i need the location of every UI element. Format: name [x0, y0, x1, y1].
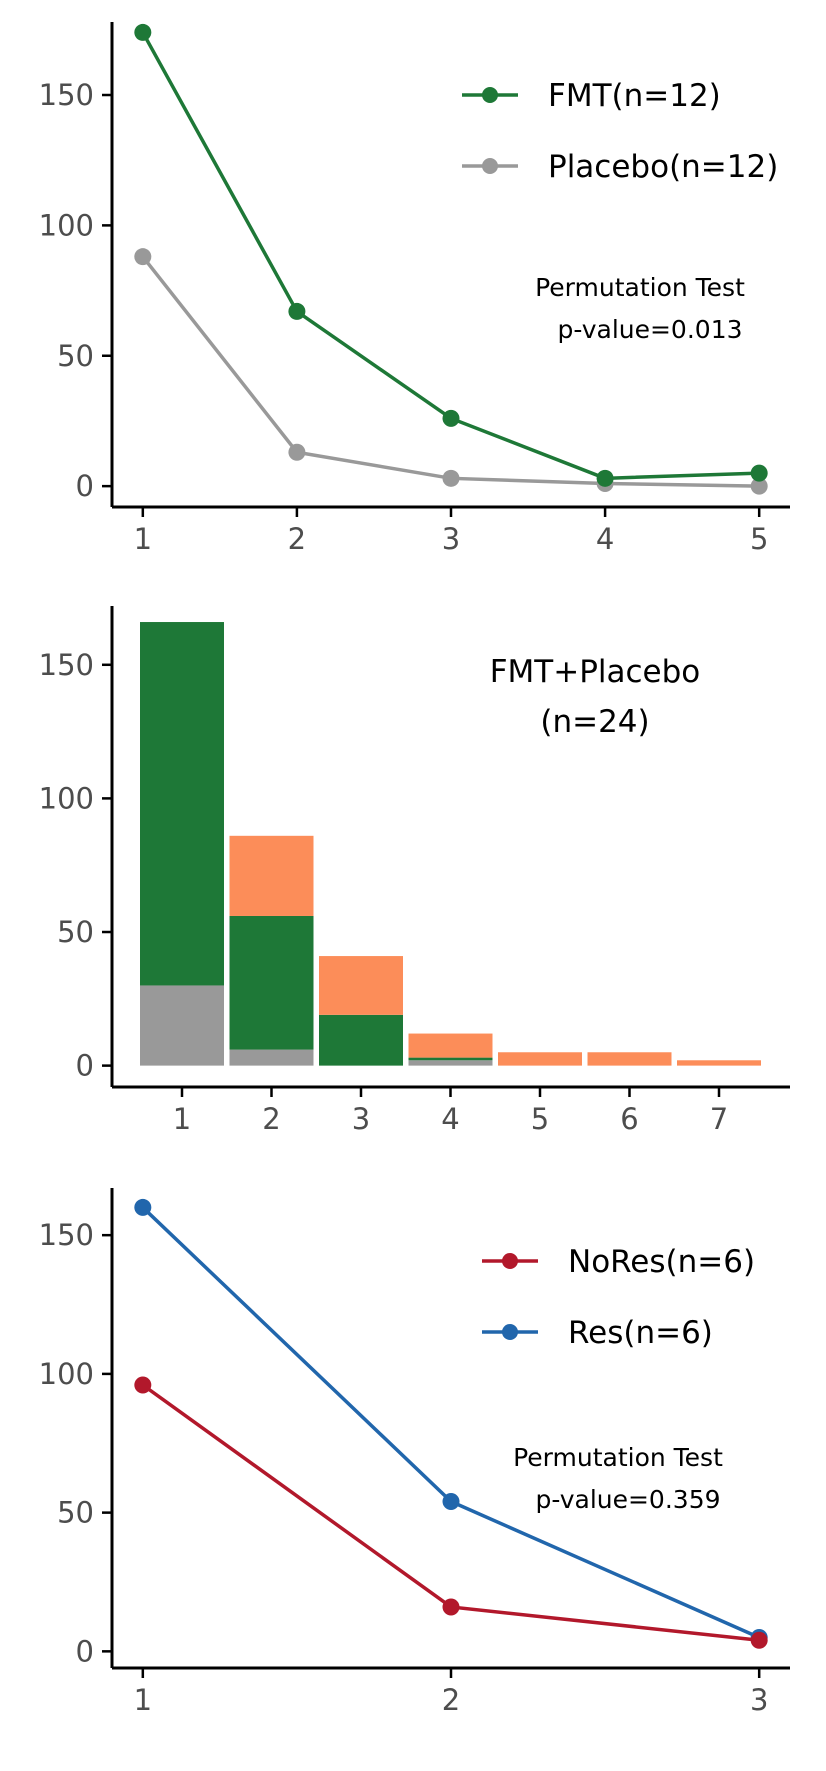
panel-1-marks	[134, 23, 768, 495]
legend-item-placebo: Placebo(n=12)	[462, 149, 778, 185]
y-tick-label: 150	[39, 1218, 94, 1252]
bar-segment-extra	[319, 956, 403, 1015]
panel-2-title-line-1: FMT+Placebo	[490, 654, 701, 690]
legend-key-point-nores	[502, 1253, 518, 1269]
data-point-fmt	[442, 409, 460, 427]
legend-key-point-placebo	[482, 158, 498, 174]
x-tick-label: 4	[596, 522, 614, 556]
panel-combined-bars: 0 50 100 150 1 2 3 4 5 6 7 FMT+Placebo (n=24)	[39, 606, 790, 1136]
annotation-test-name-3: Permutation Test	[513, 1443, 723, 1472]
y-tick-label: 0	[76, 1049, 94, 1083]
bar-segment-placebo	[140, 985, 224, 1066]
data-point-placebo	[442, 469, 460, 487]
y-tick-label: 150	[39, 78, 94, 112]
annotation-test-name: Permutation Test	[535, 273, 745, 302]
panel-fmt-vs-placebo: 0 50 100 150 1 2 3 4 5 FMT(n=12) Placebo(n=12) P…	[39, 22, 790, 556]
x-tick-label: 7	[710, 1102, 728, 1136]
panel-1-legend: FMT(n=12) Placebo(n=12)	[462, 78, 778, 185]
legend-key-point-res	[502, 1324, 518, 1340]
legend-item-nores: NoRes(n=6)	[482, 1244, 755, 1280]
y-tick-label: 100	[39, 1357, 94, 1391]
panel-2-title-line-2: (n=24)	[540, 704, 649, 740]
data-point-placebo	[134, 248, 152, 266]
panel-2-marks	[140, 622, 761, 1066]
bar-segment-extra	[408, 1033, 493, 1058]
bar-segment-fmt	[408, 1057, 493, 1061]
y-tick-label: 50	[57, 915, 94, 949]
bar-segment-fmt	[229, 915, 314, 1050]
data-point-placebo	[288, 443, 306, 461]
bar-segment-fmt	[319, 1014, 403, 1066]
x-tick-label: 2	[288, 522, 306, 556]
y-tick-label: 50	[57, 1496, 94, 1530]
data-point-nores	[442, 1598, 460, 1616]
panel-2-annotation: FMT+Placebo (n=24)	[490, 654, 701, 740]
x-tick-label: 1	[134, 1683, 152, 1717]
legend-label-placebo: Placebo(n=12)	[548, 149, 778, 185]
x-tick-label: 4	[441, 1102, 459, 1136]
x-tick-label: 3	[442, 522, 460, 556]
legend-key-point-fmt	[482, 87, 498, 103]
x-tick-label: 5	[750, 522, 768, 556]
x-tick-label: 3	[352, 1102, 370, 1136]
data-point-res	[442, 1493, 460, 1511]
bar-segment-extra	[587, 1052, 672, 1066]
y-tick-label: 150	[39, 648, 94, 682]
data-point-res	[134, 1198, 152, 1216]
legend-item-res: Res(n=6)	[482, 1315, 713, 1351]
x-tick-label: 6	[620, 1102, 638, 1136]
annotation-p-value: p-value=0.013	[557, 315, 742, 344]
data-point-fmt	[596, 469, 614, 487]
data-point-fmt	[134, 23, 152, 41]
bar-segment-placebo	[229, 1049, 314, 1066]
y-tick-label: 0	[76, 1634, 94, 1668]
x-tick-label: 1	[134, 522, 152, 556]
annotation-p-value-3: p-value=0.359	[535, 1485, 720, 1514]
legend-label-res: Res(n=6)	[568, 1315, 713, 1351]
y-tick-label: 0	[76, 469, 94, 503]
bar-segment-extra	[677, 1060, 761, 1066]
x-tick-label: 3	[750, 1683, 768, 1717]
data-point-nores	[750, 1631, 768, 1649]
x-tick-label: 1	[173, 1102, 191, 1136]
panel-1-axes: 0 50 100 150 1 2 3 4 5	[39, 22, 790, 556]
x-tick-label: 5	[531, 1102, 549, 1136]
x-tick-label: 2	[262, 1102, 280, 1136]
panel-3-marks	[134, 1198, 768, 1649]
bar-segment-fmt	[140, 622, 224, 986]
legend-item-fmt: FMT(n=12)	[462, 78, 721, 114]
panel-2-axes: 0 50 100 150 1 2 3 4 5 6 7	[39, 606, 790, 1136]
bar-segment-placebo	[408, 1060, 493, 1066]
y-tick-label: 100	[39, 781, 94, 815]
panel-1-annotation: Permutation Test p-value=0.013	[535, 273, 745, 344]
panel-3-legend: NoRes(n=6) Res(n=6)	[482, 1244, 755, 1351]
panel-3-axes: 0 50 100 150 1 2 3	[39, 1188, 790, 1717]
bar-segment-extra	[498, 1052, 582, 1066]
bar-segment-extra	[229, 835, 314, 916]
data-point-nores	[134, 1376, 152, 1394]
legend-label-fmt: FMT(n=12)	[548, 78, 721, 114]
data-point-fmt	[288, 302, 306, 320]
legend-label-nores: NoRes(n=6)	[568, 1244, 755, 1280]
data-point-fmt	[750, 464, 768, 482]
y-tick-label: 100	[39, 208, 94, 242]
x-tick-label: 2	[442, 1683, 460, 1717]
panel-nores-vs-res: 0 50 100 150 1 2 3 NoRes(n=6) Res(n=6) Permuta…	[39, 1188, 790, 1717]
data-point-placebo	[750, 477, 768, 495]
panel-3-annotation: Permutation Test p-value=0.359	[513, 1443, 723, 1514]
y-tick-label: 50	[57, 339, 94, 373]
